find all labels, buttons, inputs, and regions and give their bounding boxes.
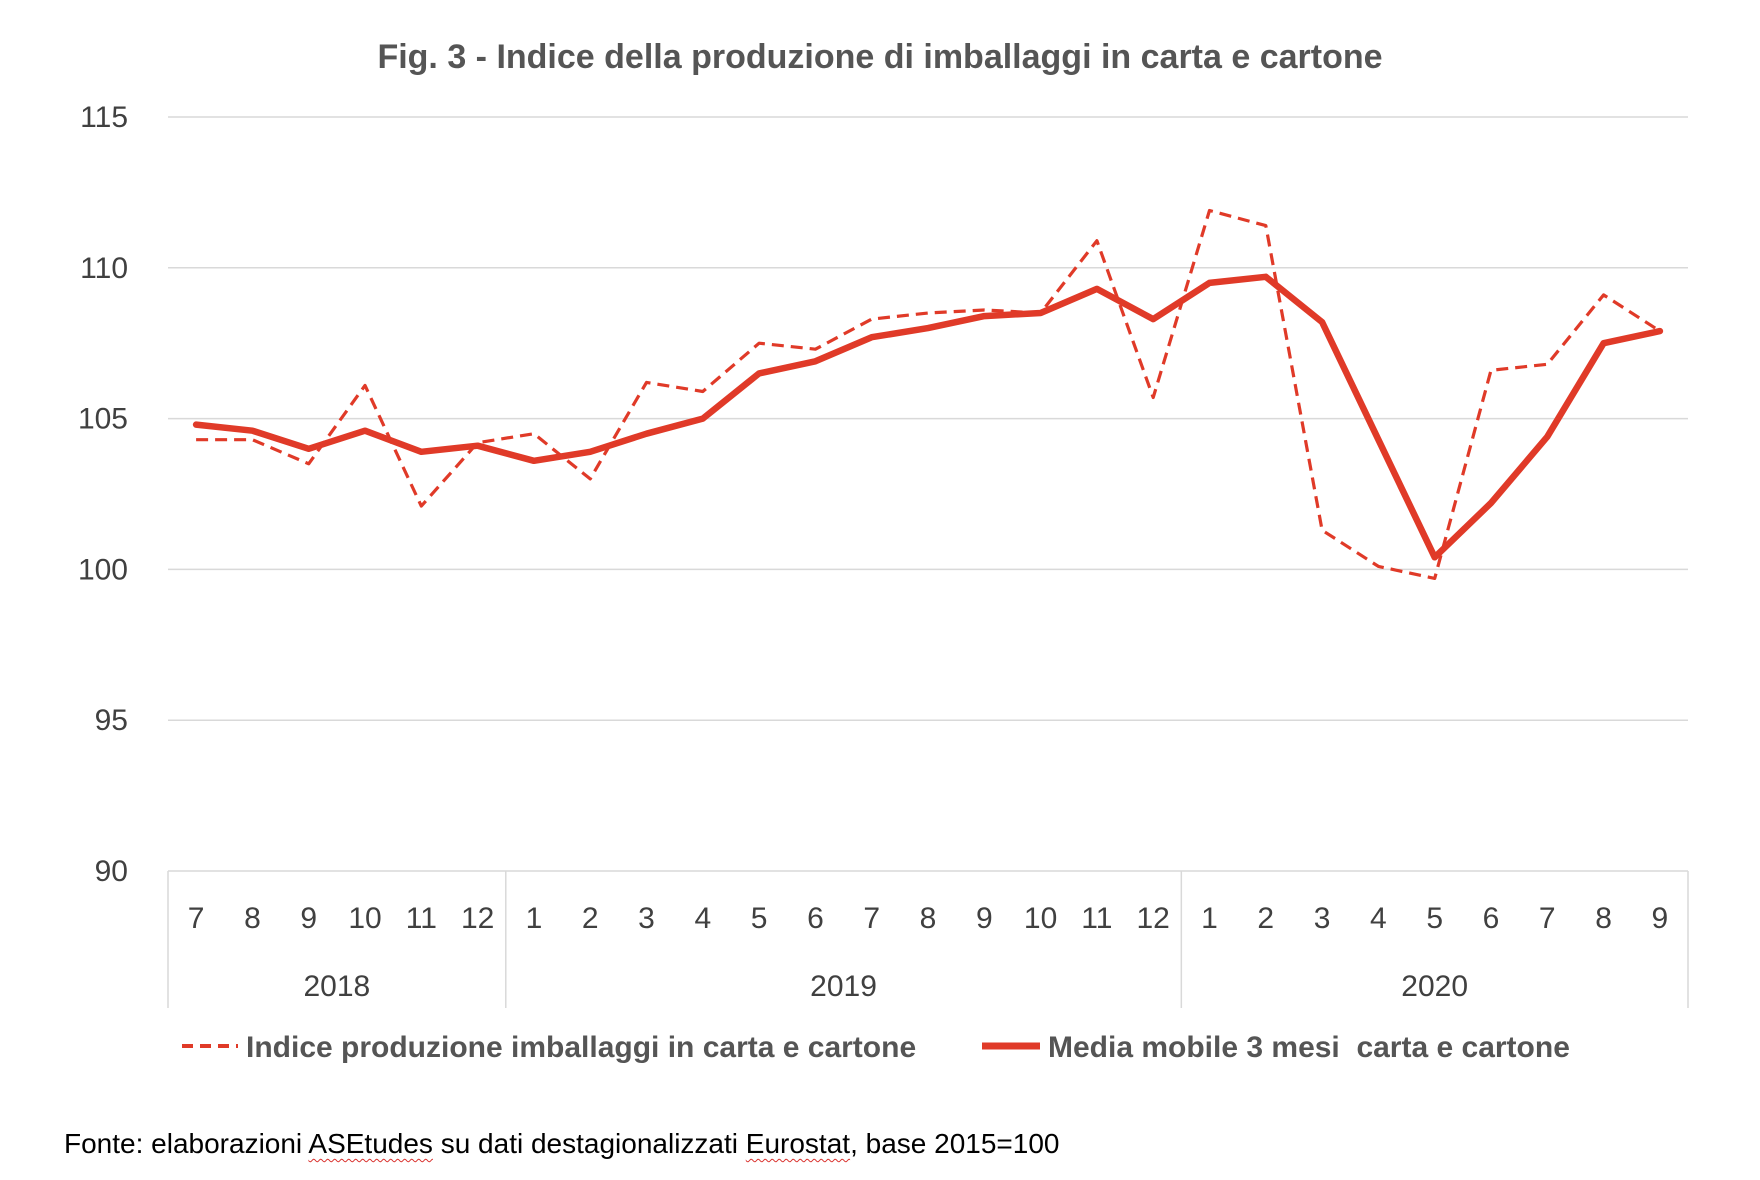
series-lines	[192, 208, 1664, 581]
x-tick-label: 1	[1201, 902, 1218, 935]
x-tick-label: 9	[1652, 902, 1669, 935]
x-tick-label: 4	[1370, 902, 1387, 935]
x-tick-label: 3	[1314, 902, 1331, 935]
x-tick-label: 12	[1136, 902, 1169, 935]
axes	[167, 870, 1689, 1008]
year-label-2018: 2018	[304, 970, 371, 1003]
y-tick-label: 100	[78, 553, 128, 586]
x-tick-label: 1	[526, 902, 543, 935]
x-tick-label: 7	[188, 902, 205, 935]
x-tick-label: 11	[1081, 902, 1112, 935]
year-label-2020: 2020	[1401, 970, 1468, 1003]
legend-label-index: Indice produzione imballaggi in carta e …	[246, 1031, 916, 1064]
source-org: ASEtudes	[308, 1128, 433, 1159]
legend: Indice produzione imballaggi in carta e …	[182, 1031, 1570, 1064]
x-tick-label: 6	[1483, 902, 1500, 935]
x-tick-label: 6	[807, 902, 824, 935]
year-label-2019: 2019	[810, 970, 877, 1003]
y-tick-label: 115	[80, 101, 128, 134]
x-tick-label: 7	[863, 902, 880, 935]
legend-label-moving-average: Media mobile 3 mesi carta e cartone	[1048, 1031, 1570, 1064]
chart-title: Fig. 3 - Indice della produzione di imba…	[377, 38, 1382, 76]
x-tick-label: 5	[751, 902, 768, 935]
y-tick-label: 90	[95, 855, 128, 888]
source-note: Fonte: elaborazioni ASEtudes su dati des…	[64, 1128, 1059, 1160]
x-tick-label: 2	[1257, 902, 1274, 935]
x-tick-label: 10	[348, 902, 381, 935]
year-labels: 2018 2019 2020	[304, 970, 1469, 1003]
source-agency: Eurostat	[745, 1128, 851, 1159]
x-tick-label: 8	[244, 902, 261, 935]
y-tick-label: 105	[78, 403, 128, 436]
x-axis-ticks: 7 8 9 10 11 12 1 2 3 4 5 6 7 8 9 10 11 12 1 2 3 4 5 6 7 8 9	[188, 902, 1668, 935]
y-tick-label: 110	[80, 252, 128, 285]
x-tick-label: 11	[406, 902, 437, 935]
x-tick-label: 8	[1595, 902, 1612, 935]
x-tick-label: 3	[638, 902, 655, 935]
y-axis-ticks: 90 95 100 105 110 115	[78, 101, 128, 888]
source-prefix: Fonte: elaborazioni	[64, 1128, 309, 1159]
series-line-index	[196, 208, 1661, 581]
x-tick-label: 4	[694, 902, 711, 935]
x-tick-label: 7	[1539, 902, 1556, 935]
x-tick-label: 5	[1426, 902, 1443, 935]
x-tick-label: 9	[976, 902, 993, 935]
source-middle: su dati destagionalizzati	[432, 1128, 746, 1159]
x-tick-label: 12	[461, 902, 494, 935]
series-line-moving-average	[192, 273, 1664, 561]
y-tick-label: 95	[95, 704, 128, 737]
x-tick-label: 10	[1024, 902, 1057, 935]
x-tick-label: 2	[582, 902, 599, 935]
x-tick-label: 8	[920, 902, 937, 935]
gridlines	[168, 116, 1688, 721]
x-tick-label: 9	[300, 902, 317, 935]
source-suffix: , base 2015=100	[850, 1128, 1060, 1159]
